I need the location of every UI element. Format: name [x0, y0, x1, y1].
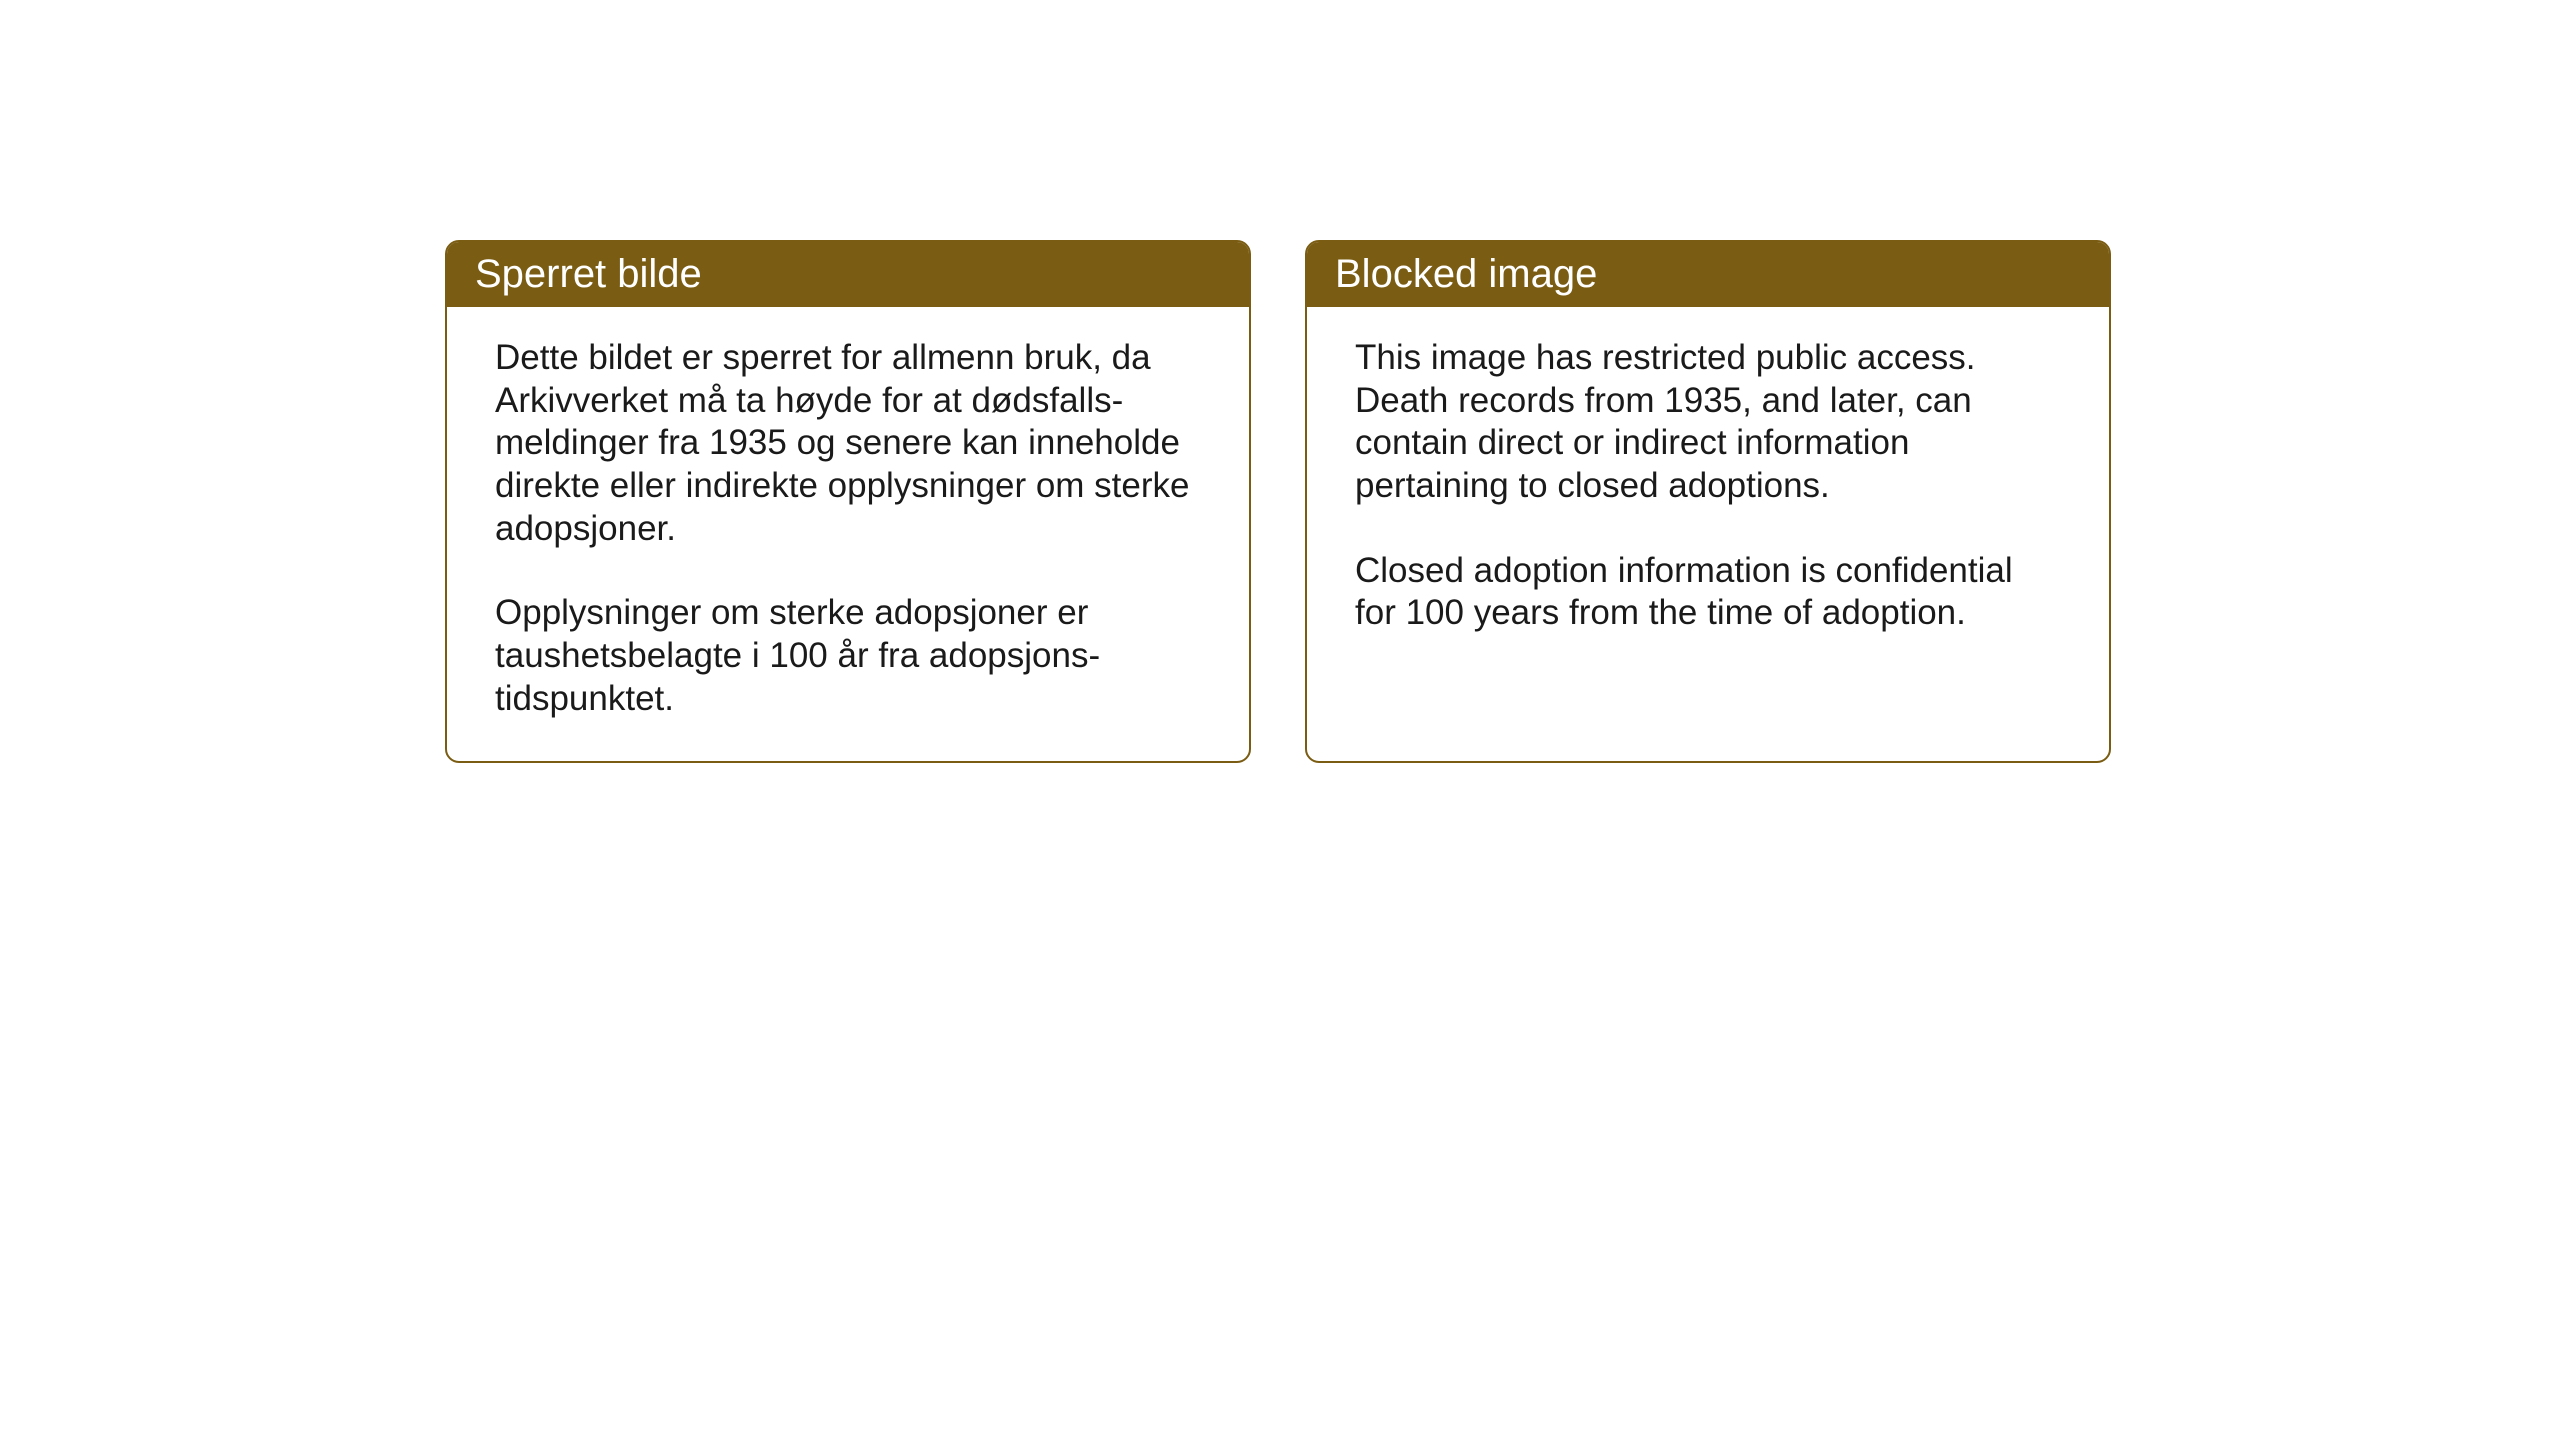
- card-header-english: Blocked image: [1307, 242, 2109, 307]
- paragraph-1-english: This image has restricted public access.…: [1355, 337, 2061, 508]
- card-norwegian: Sperret bilde Dette bildet er sperret fo…: [445, 240, 1251, 763]
- paragraph-2-norwegian: Opplysninger om sterke adopsjoner er tau…: [495, 592, 1201, 720]
- card-english: Blocked image This image has restricted …: [1305, 240, 2111, 763]
- card-title-norwegian: Sperret bilde: [475, 252, 702, 296]
- card-body-english: This image has restricted public access.…: [1307, 307, 2109, 745]
- paragraph-2-english: Closed adoption information is confident…: [1355, 550, 2061, 635]
- paragraph-1-norwegian: Dette bildet er sperret for allmenn bruk…: [495, 337, 1201, 550]
- card-header-norwegian: Sperret bilde: [447, 242, 1249, 307]
- card-body-norwegian: Dette bildet er sperret for allmenn bruk…: [447, 307, 1249, 761]
- cards-container: Sperret bilde Dette bildet er sperret fo…: [445, 240, 2111, 763]
- card-title-english: Blocked image: [1335, 252, 1597, 296]
